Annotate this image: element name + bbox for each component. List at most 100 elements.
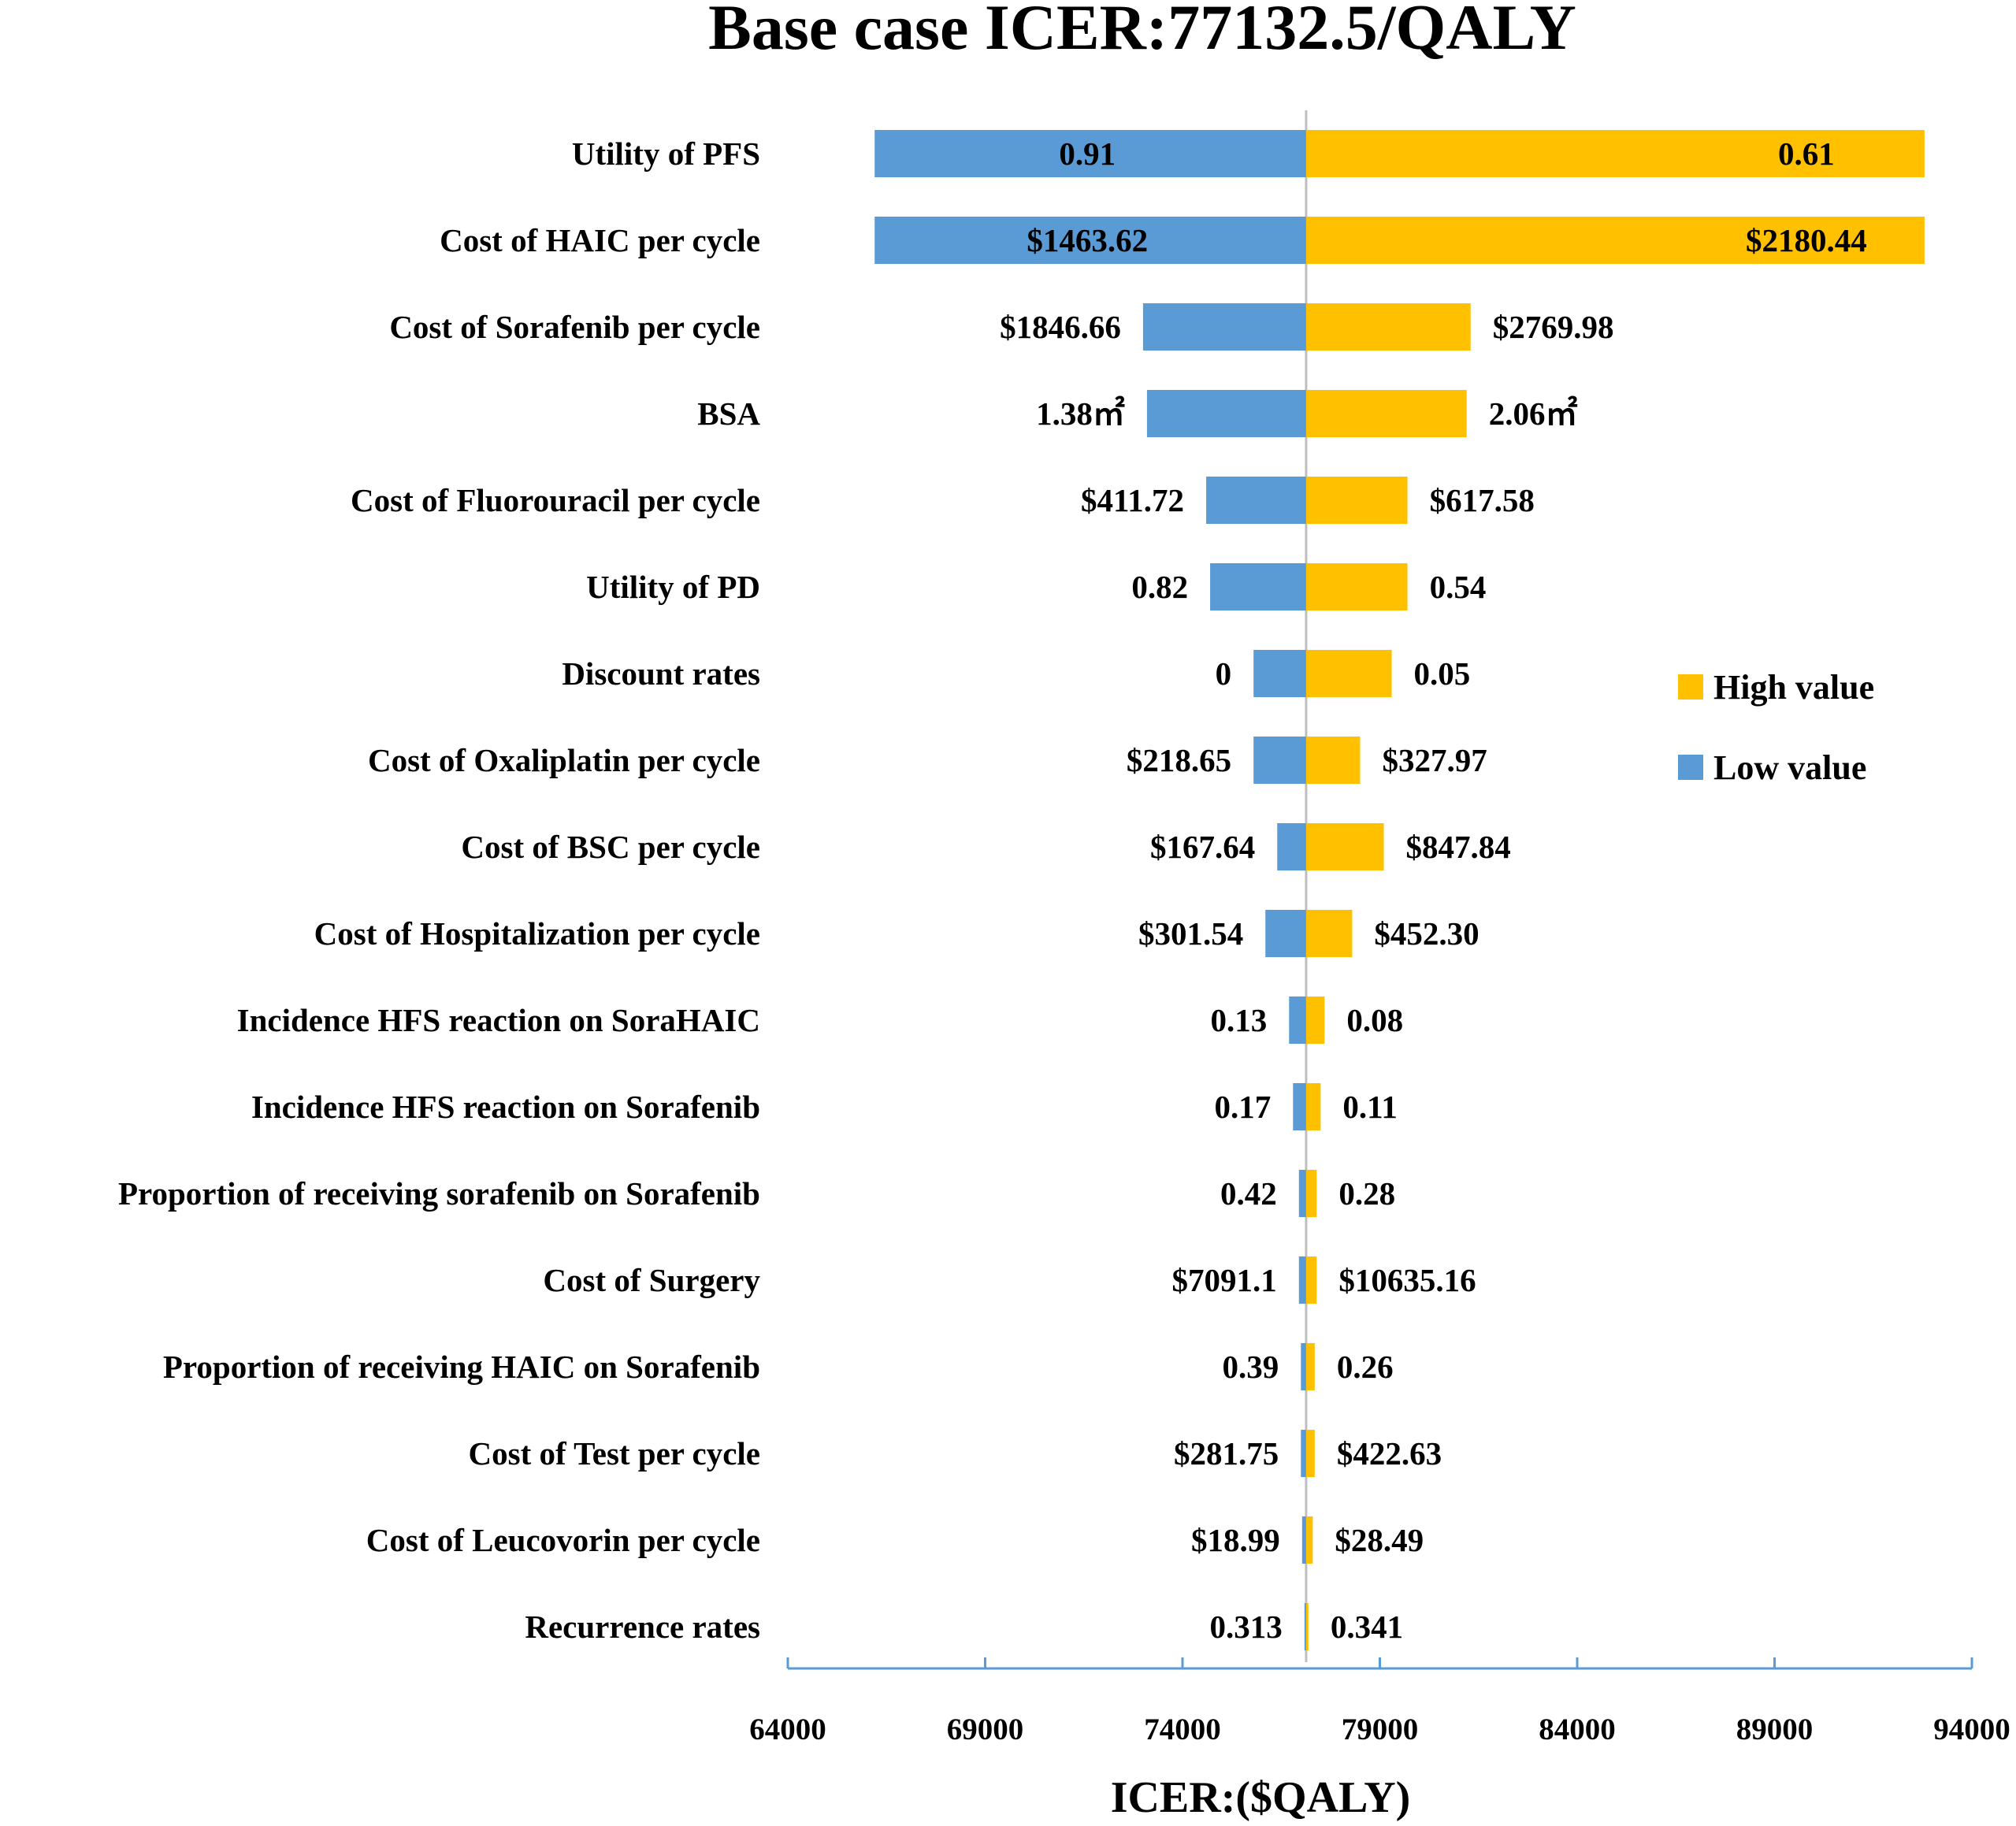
high-value-bar	[1305, 1603, 1309, 1650]
low-value-label: $281.75	[1174, 1435, 1279, 1472]
low-value-bar	[1298, 1256, 1306, 1304]
tornado-row: Cost of Test per cycle $281.75 $422.63	[469, 1430, 1442, 1477]
tornado-row: Proportion of receiving sorafenib on Sor…	[118, 1170, 1395, 1217]
tornado-row: Recurrence rates 0.313 0.341	[525, 1603, 1403, 1650]
high-value-bar	[1305, 1343, 1315, 1390]
high-value-label: 0.28	[1338, 1175, 1395, 1212]
tornado-row: Cost of HAIC per cycle $1463.62 $2180.44	[440, 217, 1925, 264]
tornado-row: Incidence HFS reaction on SoraHAIC 0.13 0.…	[237, 997, 1403, 1044]
parameter-label: Cost of Leucovorin per cycle	[366, 1522, 760, 1558]
high-value-label: 0.54	[1430, 569, 1487, 605]
high-value-bar	[1305, 1516, 1313, 1564]
legend-label: Low value	[1713, 748, 1866, 787]
tornado-row: Cost of Fluorouracil per cycle $411.72 $61…	[351, 477, 1535, 524]
high-value-label: $10635.16	[1338, 1262, 1476, 1298]
high-value-label: 0.26	[1337, 1349, 1394, 1385]
parameter-label: BSA	[697, 395, 760, 432]
parameter-label: Discount rates	[562, 655, 760, 692]
x-tick-label: 74000	[1144, 1713, 1221, 1746]
high-value-label: 0.08	[1346, 1002, 1403, 1038]
low-value-label: 0.13	[1211, 1002, 1268, 1038]
x-tick-label: 64000	[749, 1713, 826, 1746]
low-value-bar	[1142, 303, 1306, 351]
low-value-bar	[1298, 1170, 1306, 1217]
high-value-bar	[1305, 1170, 1317, 1217]
high-value-bar	[1305, 1083, 1321, 1130]
high-value-label: $847.84	[1406, 829, 1511, 865]
bars-group: Utility of PFS 0.91 0.61 Cost of HAIC per c…	[118, 110, 1925, 1662]
low-value-label: $18.99	[1191, 1522, 1280, 1558]
low-value-label: 0	[1216, 655, 1232, 692]
tornado-row: Cost of Hospitalization per cycle $301.54…	[314, 910, 1480, 957]
low-value-label: $411.72	[1081, 482, 1184, 518]
low-value-label: 0.42	[1220, 1175, 1277, 1212]
high-value-label: $28.49	[1335, 1522, 1424, 1558]
high-value-label: $617.58	[1430, 482, 1535, 518]
low-value-label: $167.64	[1150, 829, 1255, 865]
high-value-bar	[1305, 477, 1408, 524]
low-value-bar	[1253, 650, 1306, 697]
high-value-bar	[1305, 1256, 1317, 1304]
high-value-bar	[1305, 563, 1408, 611]
parameter-label: Proportion of receiving HAIC on Sorafeni…	[163, 1349, 760, 1385]
high-value-bar	[1305, 737, 1361, 784]
high-value-label: 0.61	[1778, 135, 1835, 172]
parameter-label: Incidence HFS reaction on Sorafenib	[251, 1089, 760, 1125]
high-value-bar	[1305, 303, 1471, 351]
high-value-bar	[1305, 823, 1384, 870]
parameter-label: Cost of Hospitalization per cycle	[314, 915, 760, 952]
low-value-bar	[1301, 1343, 1306, 1390]
low-value-bar	[1206, 477, 1306, 524]
tornado-row: Cost of BSC per cycle $167.64 $847.84	[461, 823, 1511, 870]
parameter-label: Cost of BSC per cycle	[461, 829, 760, 865]
high-value-bar	[1305, 910, 1353, 957]
low-value-label: $218.65	[1127, 742, 1231, 778]
low-value-bar	[1253, 737, 1306, 784]
low-value-bar	[874, 130, 1306, 177]
legend: High value Low value	[1678, 668, 1874, 787]
high-value-label: $422.63	[1337, 1435, 1442, 1472]
parameter-label: Cost of Oxaliplatin per cycle	[368, 742, 760, 778]
low-value-bar	[1277, 823, 1306, 870]
parameter-label: Proportion of receiving sorafenib on Sor…	[118, 1175, 760, 1212]
low-value-label: $301.54	[1138, 915, 1243, 952]
high-value-label: 0.05	[1414, 655, 1471, 692]
low-value-label: 0.39	[1223, 1349, 1279, 1385]
legend-swatch	[1678, 674, 1703, 700]
parameter-label: Utility of PD	[586, 569, 760, 605]
high-value-label: $327.97	[1382, 742, 1487, 778]
low-value-label: $7091.1	[1172, 1262, 1277, 1298]
high-value-label: 0.341	[1331, 1609, 1403, 1645]
tornado-row: Cost of Sorafenib per cycle $1846.66 $2769…	[389, 303, 1613, 351]
parameter-label: Cost of HAIC per cycle	[440, 222, 760, 258]
x-axis-label: ICER:($QALY)	[1111, 1773, 1411, 1822]
parameter-label: Cost of Fluorouracil per cycle	[351, 482, 760, 518]
tornado-row: Proportion of receiving HAIC on Sorafeni…	[163, 1343, 1394, 1390]
low-value-label: 0.91	[1059, 135, 1116, 172]
high-value-bar	[1305, 130, 1925, 177]
low-value-bar	[1265, 910, 1306, 957]
high-value-label: 2.06㎡	[1489, 395, 1578, 432]
tornado-row: Utility of PD 0.82 0.54	[586, 563, 1486, 611]
tornado-row: Discount rates 0 0.05	[562, 650, 1470, 697]
chart-title: Base case ICER:77132.5/QALY	[708, 0, 1576, 63]
low-value-bar	[874, 217, 1306, 264]
x-tick-label: 94000	[1933, 1713, 2010, 1746]
high-value-bar	[1305, 217, 1925, 264]
high-value-label: 0.11	[1342, 1089, 1398, 1125]
parameter-label: Incidence HFS reaction on SoraHAIC	[237, 1002, 760, 1038]
high-value-bar	[1305, 650, 1392, 697]
high-value-label: $2769.98	[1493, 309, 1614, 345]
low-value-label: $1846.66	[1000, 309, 1121, 345]
legend-label: High value	[1713, 668, 1874, 707]
low-value-bar	[1304, 1603, 1306, 1650]
low-value-bar	[1289, 997, 1306, 1044]
low-value-label: 0.82	[1131, 569, 1188, 605]
parameter-label: Cost of Surgery	[543, 1262, 760, 1298]
low-value-bar	[1146, 390, 1306, 437]
parameter-label: Utility of PFS	[572, 135, 760, 172]
low-value-bar	[1293, 1083, 1306, 1130]
parameter-label: Recurrence rates	[525, 1609, 760, 1645]
parameter-label: Cost of Sorafenib per cycle	[389, 309, 760, 345]
